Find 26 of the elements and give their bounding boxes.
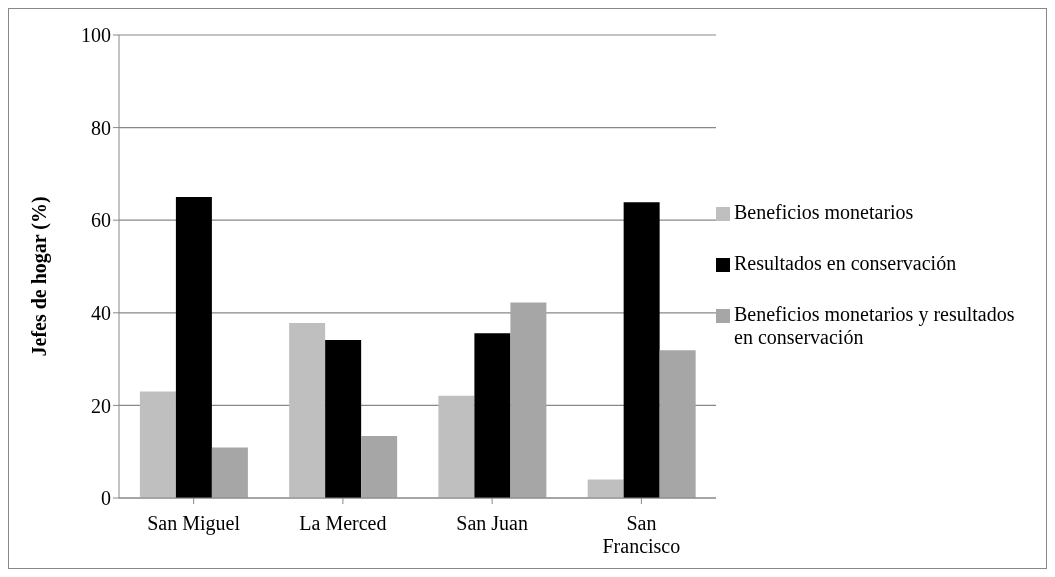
bar — [474, 333, 511, 498]
x-tick-label: San Francisco — [602, 512, 681, 557]
bar — [659, 350, 696, 498]
x-tick-label: La Merced — [299, 512, 387, 534]
y-tick-label: 40 — [91, 301, 111, 324]
x-tick-label: San Juan — [456, 512, 528, 534]
bar — [139, 391, 176, 498]
bar — [175, 197, 212, 498]
y-tick-label: 0 — [101, 487, 111, 510]
bar — [325, 340, 362, 498]
bar — [587, 479, 624, 498]
legend-label: Resultados en conservación — [734, 251, 957, 275]
y-tick-label: 20 — [91, 394, 111, 417]
bar — [510, 302, 547, 498]
y-axis-title: Jefes de hogar (%) — [28, 196, 52, 357]
bar — [211, 447, 248, 498]
legend-label: Beneficios monetarios — [734, 200, 914, 224]
bar — [361, 435, 398, 498]
bar — [438, 395, 475, 498]
bar — [289, 322, 326, 498]
y-tick-label: 60 — [91, 209, 111, 232]
y-tick-label: 100 — [81, 24, 111, 47]
y-tick-label: 80 — [91, 116, 111, 139]
legend-label: Beneficios monetarios y resultados en conservación — [734, 302, 1016, 349]
x-tick-label: San Miguel — [147, 512, 241, 535]
bar — [623, 202, 660, 498]
